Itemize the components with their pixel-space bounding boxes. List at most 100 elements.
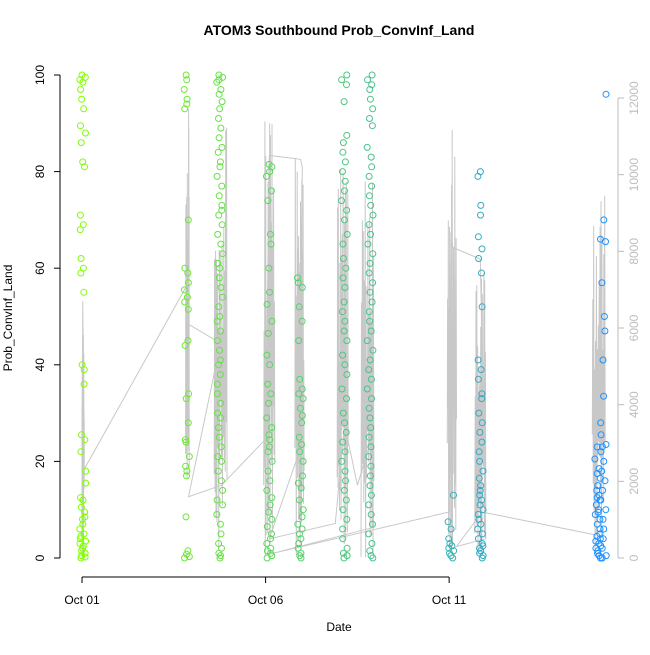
point-cluster — [213, 71, 227, 562]
data-point — [265, 508, 273, 516]
data-point — [266, 168, 274, 176]
data-point — [366, 547, 374, 555]
data-point — [475, 255, 483, 262]
data-point — [296, 496, 303, 504]
data-point — [217, 124, 225, 132]
data-point — [599, 356, 607, 364]
y-tick-label: 80 — [33, 165, 47, 179]
x-tick-label: Oct 06 — [248, 593, 284, 607]
data-point — [217, 240, 225, 248]
data-point — [343, 395, 350, 403]
data-point — [601, 327, 609, 335]
data-point — [268, 515, 276, 523]
data-point — [77, 448, 85, 456]
data-point — [218, 182, 226, 190]
data-point — [597, 419, 605, 427]
data-point — [184, 305, 192, 313]
data-point — [343, 71, 351, 79]
data-point — [215, 303, 223, 311]
data-point — [217, 443, 225, 451]
data-point — [366, 95, 374, 103]
data-point — [299, 472, 306, 480]
data-point — [365, 501, 373, 509]
y2-tick-label: 2000 — [627, 468, 641, 495]
secondary-line-segment — [591, 195, 606, 558]
data-point — [598, 544, 606, 552]
data-point — [367, 462, 375, 470]
data-point — [598, 443, 606, 451]
data-point — [364, 76, 371, 84]
data-point — [369, 211, 377, 219]
data-point — [183, 95, 191, 103]
data-point — [366, 288, 374, 296]
data-point — [79, 496, 87, 504]
data-point — [340, 255, 347, 262]
data-point — [216, 356, 224, 364]
data-point — [213, 380, 221, 388]
data-point — [477, 201, 485, 209]
data-point — [341, 419, 348, 427]
data-point — [365, 366, 373, 374]
data-point — [79, 158, 87, 166]
data-point — [181, 342, 189, 349]
data-point — [476, 491, 484, 499]
data-point — [182, 71, 190, 79]
x-axis-label: Date — [326, 620, 352, 634]
data-point — [477, 211, 484, 219]
data-point — [339, 308, 346, 316]
data-point — [595, 506, 602, 514]
x-tick-label: Oct 11 — [432, 593, 467, 607]
data-point — [369, 346, 377, 354]
data-point — [368, 540, 376, 547]
y2-tick-label: 0 — [627, 554, 641, 561]
data-point — [215, 424, 222, 432]
data-point — [77, 503, 85, 511]
data-point — [263, 351, 271, 359]
data-point — [77, 554, 85, 562]
data-point — [598, 467, 606, 475]
data-point — [78, 95, 86, 103]
data-point — [181, 105, 189, 113]
data-point — [342, 477, 349, 485]
data-point — [218, 143, 226, 151]
data-point — [296, 404, 304, 412]
data-point — [368, 395, 375, 403]
data-point — [185, 553, 193, 561]
data-point — [367, 153, 375, 161]
data-point — [366, 115, 373, 122]
y-tick-label: 40 — [33, 358, 47, 372]
data-point — [215, 192, 223, 200]
data-point — [596, 525, 604, 533]
data-point — [215, 274, 223, 282]
data-point — [477, 520, 485, 528]
point-cluster — [76, 71, 90, 562]
data-point — [184, 216, 192, 224]
data-point — [215, 90, 223, 98]
data-point — [180, 86, 188, 93]
data-point — [341, 158, 349, 166]
data-point — [79, 520, 87, 528]
data-point — [265, 443, 273, 451]
data-point — [295, 433, 303, 441]
data-point — [476, 428, 484, 436]
data-point — [77, 122, 84, 130]
data-point — [340, 554, 348, 562]
data-point — [366, 414, 374, 422]
data-point — [182, 513, 190, 521]
data-point — [79, 78, 87, 86]
point-cluster — [294, 274, 307, 562]
data-point — [295, 303, 303, 311]
data-point — [217, 327, 224, 335]
data-point — [474, 356, 482, 364]
data-point — [216, 520, 224, 528]
data-point — [363, 143, 371, 151]
point-cluster — [263, 160, 276, 562]
data-point — [341, 467, 349, 475]
data-point — [217, 399, 225, 407]
point-cluster — [363, 71, 377, 562]
data-point — [475, 409, 483, 417]
x-tick-label: Oct 01 — [64, 593, 100, 607]
data-point — [343, 131, 351, 139]
data-point — [80, 105, 88, 113]
data-point — [184, 279, 192, 287]
